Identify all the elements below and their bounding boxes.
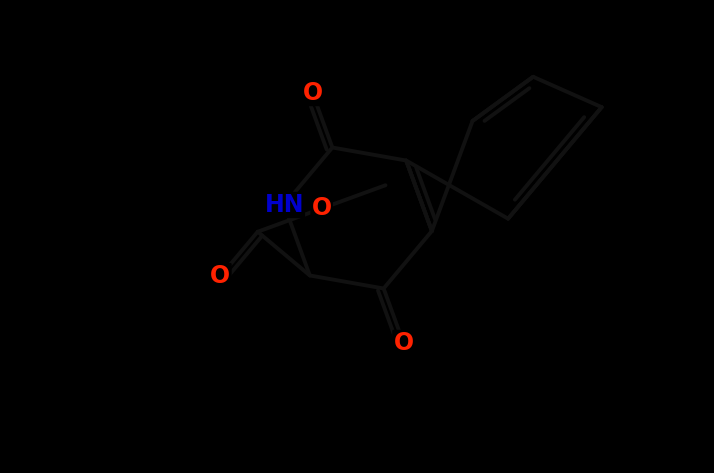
Text: O: O — [211, 264, 231, 288]
Text: O: O — [393, 331, 413, 355]
Text: O: O — [303, 81, 323, 105]
Text: O: O — [311, 196, 332, 220]
Text: HN: HN — [264, 193, 304, 217]
